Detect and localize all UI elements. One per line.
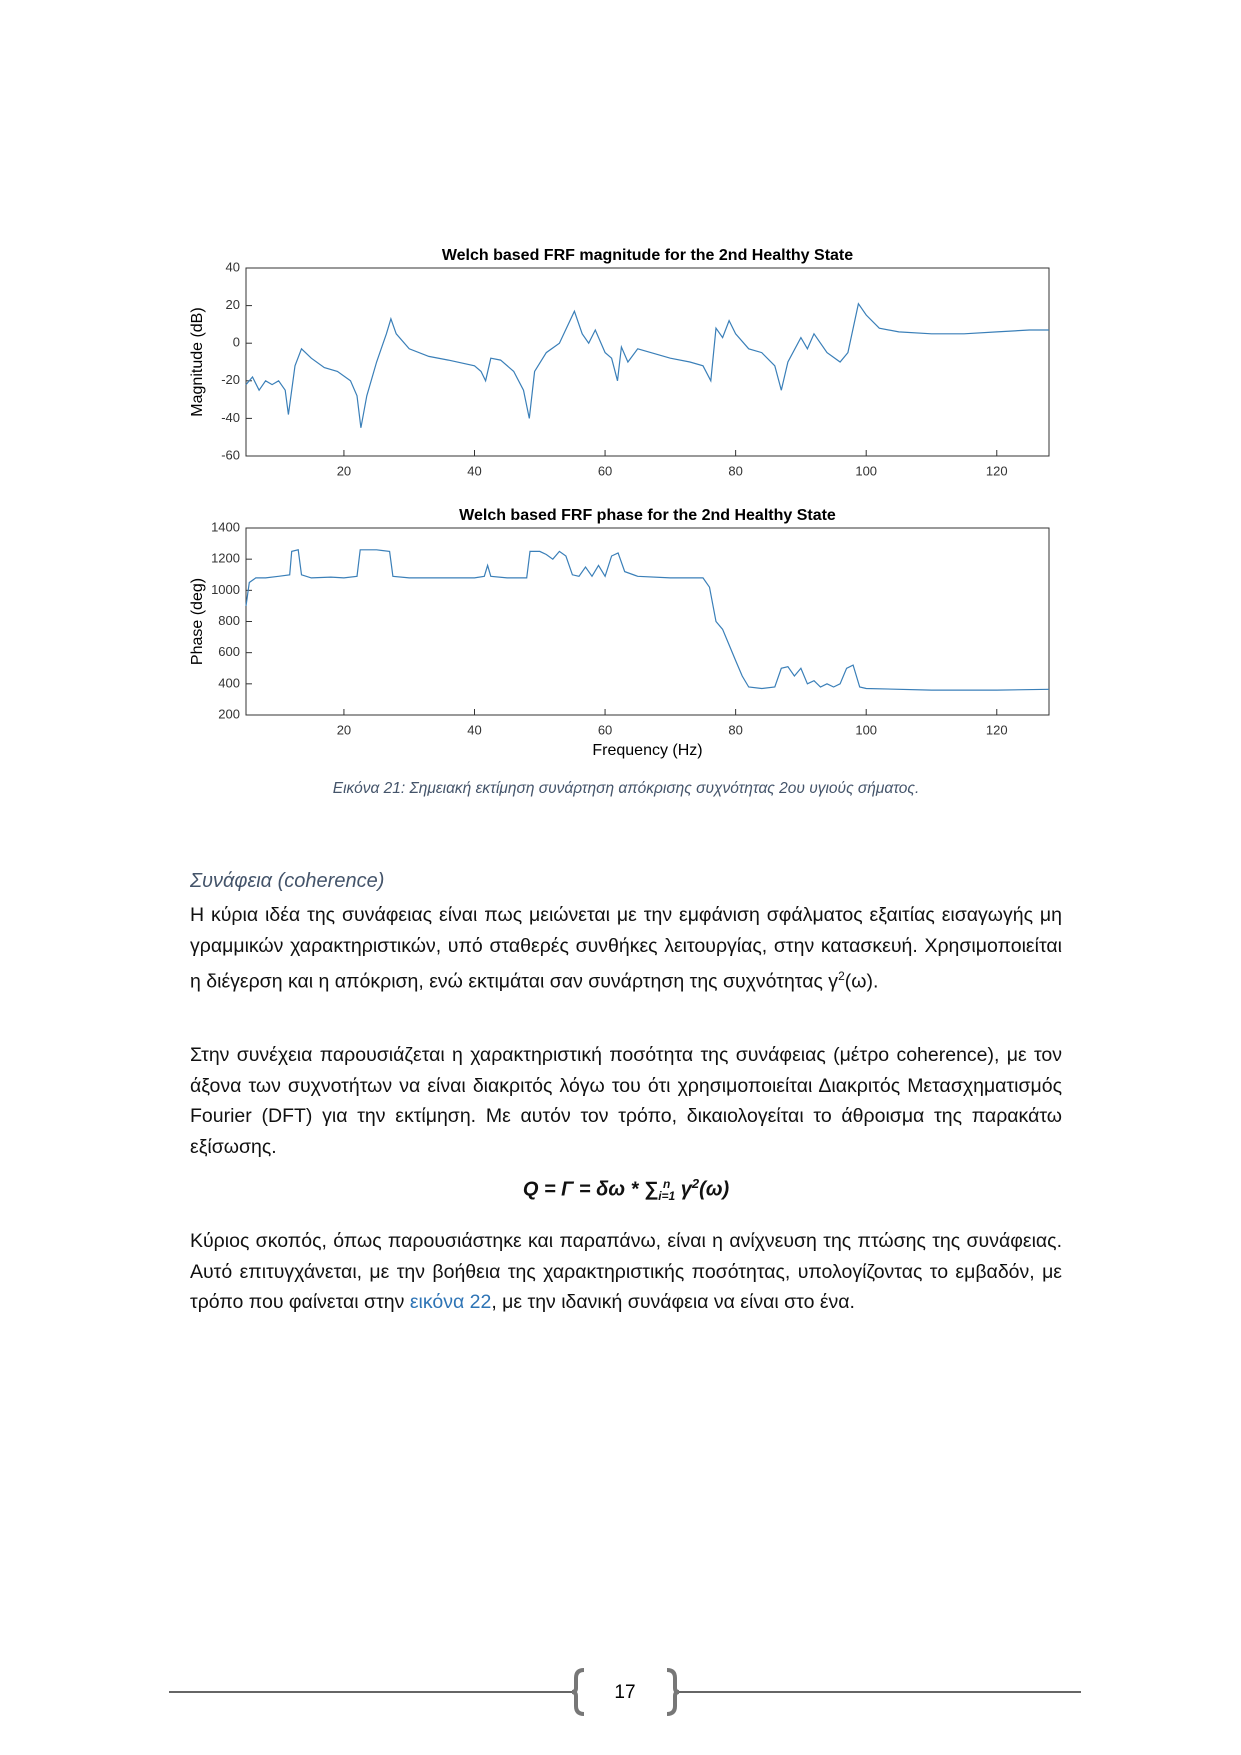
text: , με την ιδανική συνάφεια να είναι στο έ… [491,1291,855,1313]
x-tick-label: 80 [728,463,742,478]
text: Κύριος σκοπός, όπως παρουσιάστηκε και πα… [190,1230,1062,1313]
y-tick-label: 20 [226,297,240,312]
x-tick-label: 100 [855,722,877,737]
text: Η κύρια ιδέα της συνάφειας είναι πως μει… [190,904,1062,993]
y-tick-label: 1200 [211,551,240,566]
superscript: 2 [691,1176,700,1191]
bracket [571,1668,585,1716]
x-tick-label: 120 [986,463,1008,478]
x-tick-label: 20 [337,722,351,737]
x-tick-label: 60 [598,722,612,737]
plot-area [245,267,1050,457]
x-tick-label: 80 [728,722,742,737]
x-axis-label: Frequency (Hz) [592,742,702,759]
text: Στην συνέχεια παρουσιάζεται η χαρακτηρισ… [190,1044,1062,1158]
caption: Εικόνα 21: Σημειακή εκτίμηση συνάρτηση α… [332,780,920,797]
y-axis-label: Magnitude (dB) [189,307,206,416]
superscript: 2 [838,969,845,983]
text: Q = Γ = δω * ∑ [522,1178,659,1201]
chart-title: Welch based FRF magnitude for the 2nd He… [442,247,853,264]
superscript: n [663,1177,671,1192]
equation: Q = Γ = δω * ∑ n i=1 γ2(ω) [190,1176,1062,1202]
footer: 17 [169,1668,1081,1716]
y-axis-label: Phase (deg) [189,578,206,665]
bracket [666,1668,680,1716]
x-tick-label: 40 [467,722,481,737]
y-tick-label: 600 [218,644,240,659]
y-tick-label: 800 [218,613,240,628]
y-tick-label: -40 [221,410,240,425]
paragraph: Στην συνέχεια παρουσιάζεται η χαρακτηρισ… [190,1040,1062,1162]
x-tick-label: 120 [986,722,1008,737]
paragraph: Η κύρια ιδέα της συνάφειας είναι πως μει… [190,900,1062,997]
y-tick-label: -60 [221,447,240,462]
y-tick-label: 0 [233,335,240,350]
x-tick-label: 60 [598,463,612,478]
paragraph: Κύριος σκοπός, όπως παρουσιάστηκε και πα… [190,1226,1062,1318]
page-number: 17 [614,1682,635,1703]
text: γ [675,1178,692,1201]
text: (ω). [844,970,879,993]
y-tick-label: 40 [226,259,240,274]
chart-title: Welch based FRF phase for the 2nd Health… [459,507,836,524]
section-heading: Συνάφεια (coherence) [190,870,385,892]
x-tick-label: 20 [337,463,351,478]
x-tick-label: 40 [467,463,481,478]
y-tick-label: 1000 [211,582,240,597]
y-tick-label: 400 [218,675,240,690]
text: (ω) [699,1178,730,1201]
data-line [245,302,1049,428]
x-tick-label: 100 [855,463,877,478]
y-tick-label: 1400 [211,519,240,534]
y-tick-label: -20 [221,372,240,387]
figure: Welch based FRF magnitude for the 2nd He… [189,247,1050,759]
data-line [245,549,1050,691]
subscript: i=1 [658,1189,676,1204]
plot-area [245,527,1050,716]
y-tick-label: 200 [218,706,240,721]
link[interactable]: εικόνα 22 [409,1291,492,1313]
